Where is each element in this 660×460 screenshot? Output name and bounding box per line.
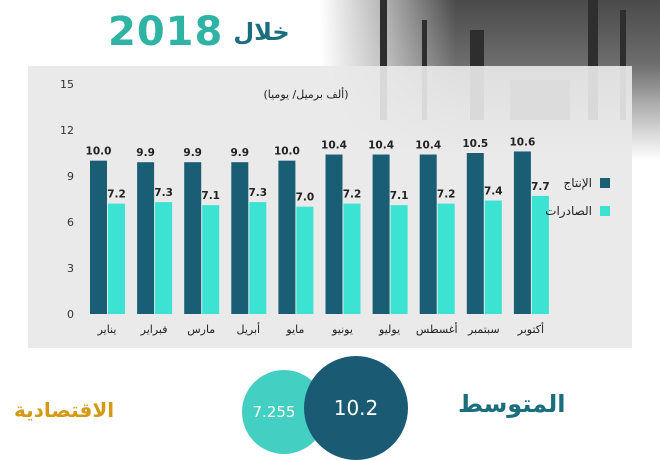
bar-production bbox=[513, 151, 531, 314]
bar-exports bbox=[155, 202, 173, 314]
bar-exports bbox=[484, 200, 502, 314]
x-tick-label: يوليو bbox=[378, 323, 400, 336]
legend-label: الصادرات bbox=[545, 204, 592, 219]
bar-exports bbox=[437, 203, 455, 314]
bar-exports bbox=[108, 203, 125, 314]
bar-production bbox=[278, 160, 296, 314]
title-word: خلال bbox=[233, 18, 290, 46]
x-tick-label: أبريل bbox=[237, 322, 261, 336]
y-tick-label: 6 bbox=[67, 216, 74, 229]
y-tick-label: 12 bbox=[60, 124, 74, 137]
x-tick-label: مايو bbox=[285, 323, 304, 336]
bar-production bbox=[325, 154, 343, 314]
average-production-circle: 10.2 bbox=[304, 356, 408, 460]
data-label: 10.0 bbox=[86, 146, 112, 158]
refinery-tower-shape bbox=[588, 0, 598, 120]
refinery-tower-shape bbox=[620, 10, 626, 120]
average-title: المتوسط bbox=[458, 390, 566, 418]
data-label: 7.3 bbox=[154, 187, 173, 199]
data-label: 7.1 bbox=[390, 190, 409, 202]
bar-exports bbox=[390, 205, 408, 314]
bar-production bbox=[90, 160, 107, 314]
bar-exports bbox=[343, 203, 361, 314]
chart-title: خلال 2018 bbox=[108, 8, 290, 56]
brand-logo: الاقتصادية bbox=[14, 398, 115, 422]
refinery-tower-shape bbox=[380, 0, 387, 120]
bar-production bbox=[184, 162, 202, 314]
data-label: 9.9 bbox=[183, 147, 202, 159]
legend-swatch bbox=[600, 206, 610, 216]
data-label: 10.4 bbox=[415, 140, 441, 152]
data-label: 7.7 bbox=[531, 181, 550, 193]
data-label: 7.3 bbox=[248, 187, 267, 199]
y-tick-label: 3 bbox=[67, 262, 74, 275]
bar-exports bbox=[249, 202, 267, 314]
average-production-value: 10.2 bbox=[333, 396, 379, 420]
x-tick-label: أكتوبر bbox=[517, 322, 544, 336]
data-label: 7.4 bbox=[484, 186, 503, 198]
y-tick-label: 9 bbox=[67, 170, 74, 183]
bar-exports bbox=[202, 205, 220, 314]
data-label: 10.6 bbox=[509, 136, 535, 148]
bar-production bbox=[466, 153, 484, 314]
bar-chart: 0 3 6 9 12 15 10.0 7.2 يناير 9.9 7.3 فبراير 9.9 7.1 م… bbox=[60, 78, 610, 336]
x-tick-label: أغسطس bbox=[416, 322, 458, 336]
legend-swatch bbox=[600, 178, 610, 188]
data-label: 9.9 bbox=[230, 147, 249, 159]
x-tick-label: سبتمبر bbox=[467, 323, 500, 336]
x-tick-label: يناير bbox=[97, 323, 117, 336]
title-year: 2018 bbox=[108, 9, 224, 55]
x-tick-label: يونيو bbox=[331, 323, 353, 336]
y-tick-label: 15 bbox=[60, 78, 74, 91]
x-tick-label: فبراير bbox=[140, 323, 168, 336]
data-label: 7.2 bbox=[107, 189, 126, 201]
data-label: 10.4 bbox=[321, 140, 347, 152]
bar-production bbox=[372, 154, 390, 314]
bar-production bbox=[231, 162, 249, 314]
data-label: 7.2 bbox=[343, 189, 362, 201]
data-label: 10.4 bbox=[368, 140, 394, 152]
bar-exports bbox=[296, 206, 314, 314]
data-label: 9.9 bbox=[136, 147, 155, 159]
legend-label: الإنتاج bbox=[563, 176, 592, 190]
bar-exports bbox=[531, 195, 549, 314]
data-label: 10.5 bbox=[462, 138, 488, 150]
bar-production bbox=[137, 162, 155, 314]
data-label: 7.0 bbox=[296, 192, 315, 204]
y-tick-label: 0 bbox=[67, 308, 74, 321]
average-exports-value: 7.255 bbox=[252, 403, 296, 421]
data-label: 7.1 bbox=[201, 190, 220, 202]
data-label: 7.2 bbox=[437, 189, 456, 201]
unit-label: (ألف برميل/ يوميا) bbox=[263, 87, 348, 101]
x-tick-label: مارس bbox=[187, 323, 215, 336]
bar-production bbox=[419, 154, 437, 314]
data-label: 10.0 bbox=[274, 146, 300, 158]
